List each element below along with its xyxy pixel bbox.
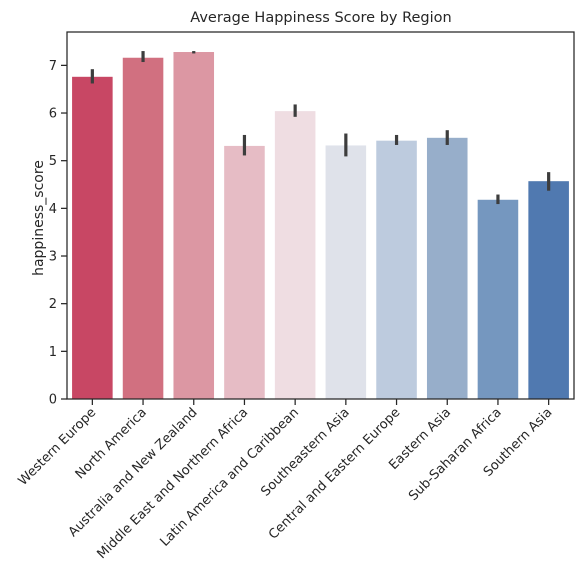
bar — [224, 145, 265, 399]
bar — [477, 199, 519, 399]
bar — [122, 57, 164, 399]
y-tick-label: 7 — [49, 59, 57, 74]
x-tick-label: Sub-Saharan Africa — [406, 405, 505, 504]
bar — [173, 52, 215, 399]
chart-title: Average Happiness Score by Region — [190, 10, 451, 26]
bar — [325, 145, 367, 399]
bar — [426, 137, 468, 399]
bar — [274, 111, 316, 400]
bar — [376, 140, 417, 399]
y-tick-label: 1 — [49, 345, 57, 360]
error-bars-group — [90, 51, 551, 205]
plot-frame — [66, 31, 575, 400]
x-tick-label: Southeastern Asia — [258, 405, 352, 499]
y-tick-label: 5 — [49, 154, 57, 169]
bar — [72, 76, 113, 399]
y-axis-label: happiness_score — [31, 160, 47, 276]
y-tick-label: 6 — [49, 107, 57, 122]
y-tick-label: 2 — [49, 297, 57, 312]
y-tick-label: 3 — [49, 250, 57, 265]
y-tick-label: 4 — [49, 202, 57, 217]
bar — [528, 181, 569, 399]
bars-group — [72, 52, 569, 400]
y-axis: 0 1 2 3 4 5 6 7 — [49, 59, 67, 408]
y-tick-label: 0 — [49, 393, 57, 408]
